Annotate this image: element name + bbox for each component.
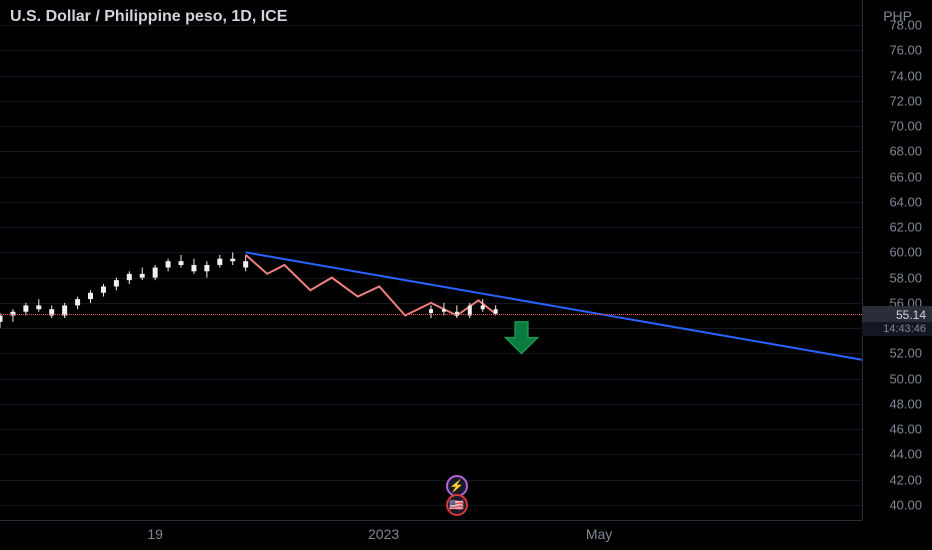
y-axis-tick: 76.00	[889, 43, 922, 58]
chart-title: U.S. Dollar / Philippine peso, 1D, ICE	[10, 8, 287, 26]
y-axis-tick: 62.00	[889, 220, 922, 235]
y-axis-tick: 66.00	[889, 169, 922, 184]
y-axis-tick: 46.00	[889, 422, 922, 437]
y-axis-tick: 74.00	[889, 68, 922, 83]
y-axis-tick: 60.00	[889, 245, 922, 260]
chart-container: U.S. Dollar / Philippine peso, 1D, ICE P…	[0, 0, 932, 550]
y-axis-tick: 64.00	[889, 194, 922, 209]
y-axis-tick: 70.00	[889, 119, 922, 134]
countdown-tag: 14:43:46	[862, 322, 932, 336]
flag-icon[interactable]: 🇺🇸	[446, 494, 468, 516]
y-axis-tick: 52.00	[889, 346, 922, 361]
y-axis-tick: 48.00	[889, 396, 922, 411]
y-axis-tick: 78.00	[889, 18, 922, 33]
x-axis: 19 2023 May	[0, 520, 862, 550]
y-axis-tick: 58.00	[889, 270, 922, 285]
y-axis-tick: 68.00	[889, 144, 922, 159]
x-axis-tick: May	[586, 526, 612, 542]
x-axis-tick: 19	[147, 526, 163, 542]
x-axis-tick: 2023	[368, 526, 399, 542]
chart-svg[interactable]	[0, 0, 862, 520]
y-axis-tick: 50.00	[889, 371, 922, 386]
y-axis-tick: 40.00	[889, 498, 922, 513]
y-axis: PHP 40.0042.0044.0046.0048.0050.0052.005…	[862, 0, 932, 520]
y-axis-tick: 42.00	[889, 472, 922, 487]
current-price-line	[0, 314, 862, 315]
y-axis-tick: 44.00	[889, 447, 922, 462]
y-axis-tick: 72.00	[889, 93, 922, 108]
